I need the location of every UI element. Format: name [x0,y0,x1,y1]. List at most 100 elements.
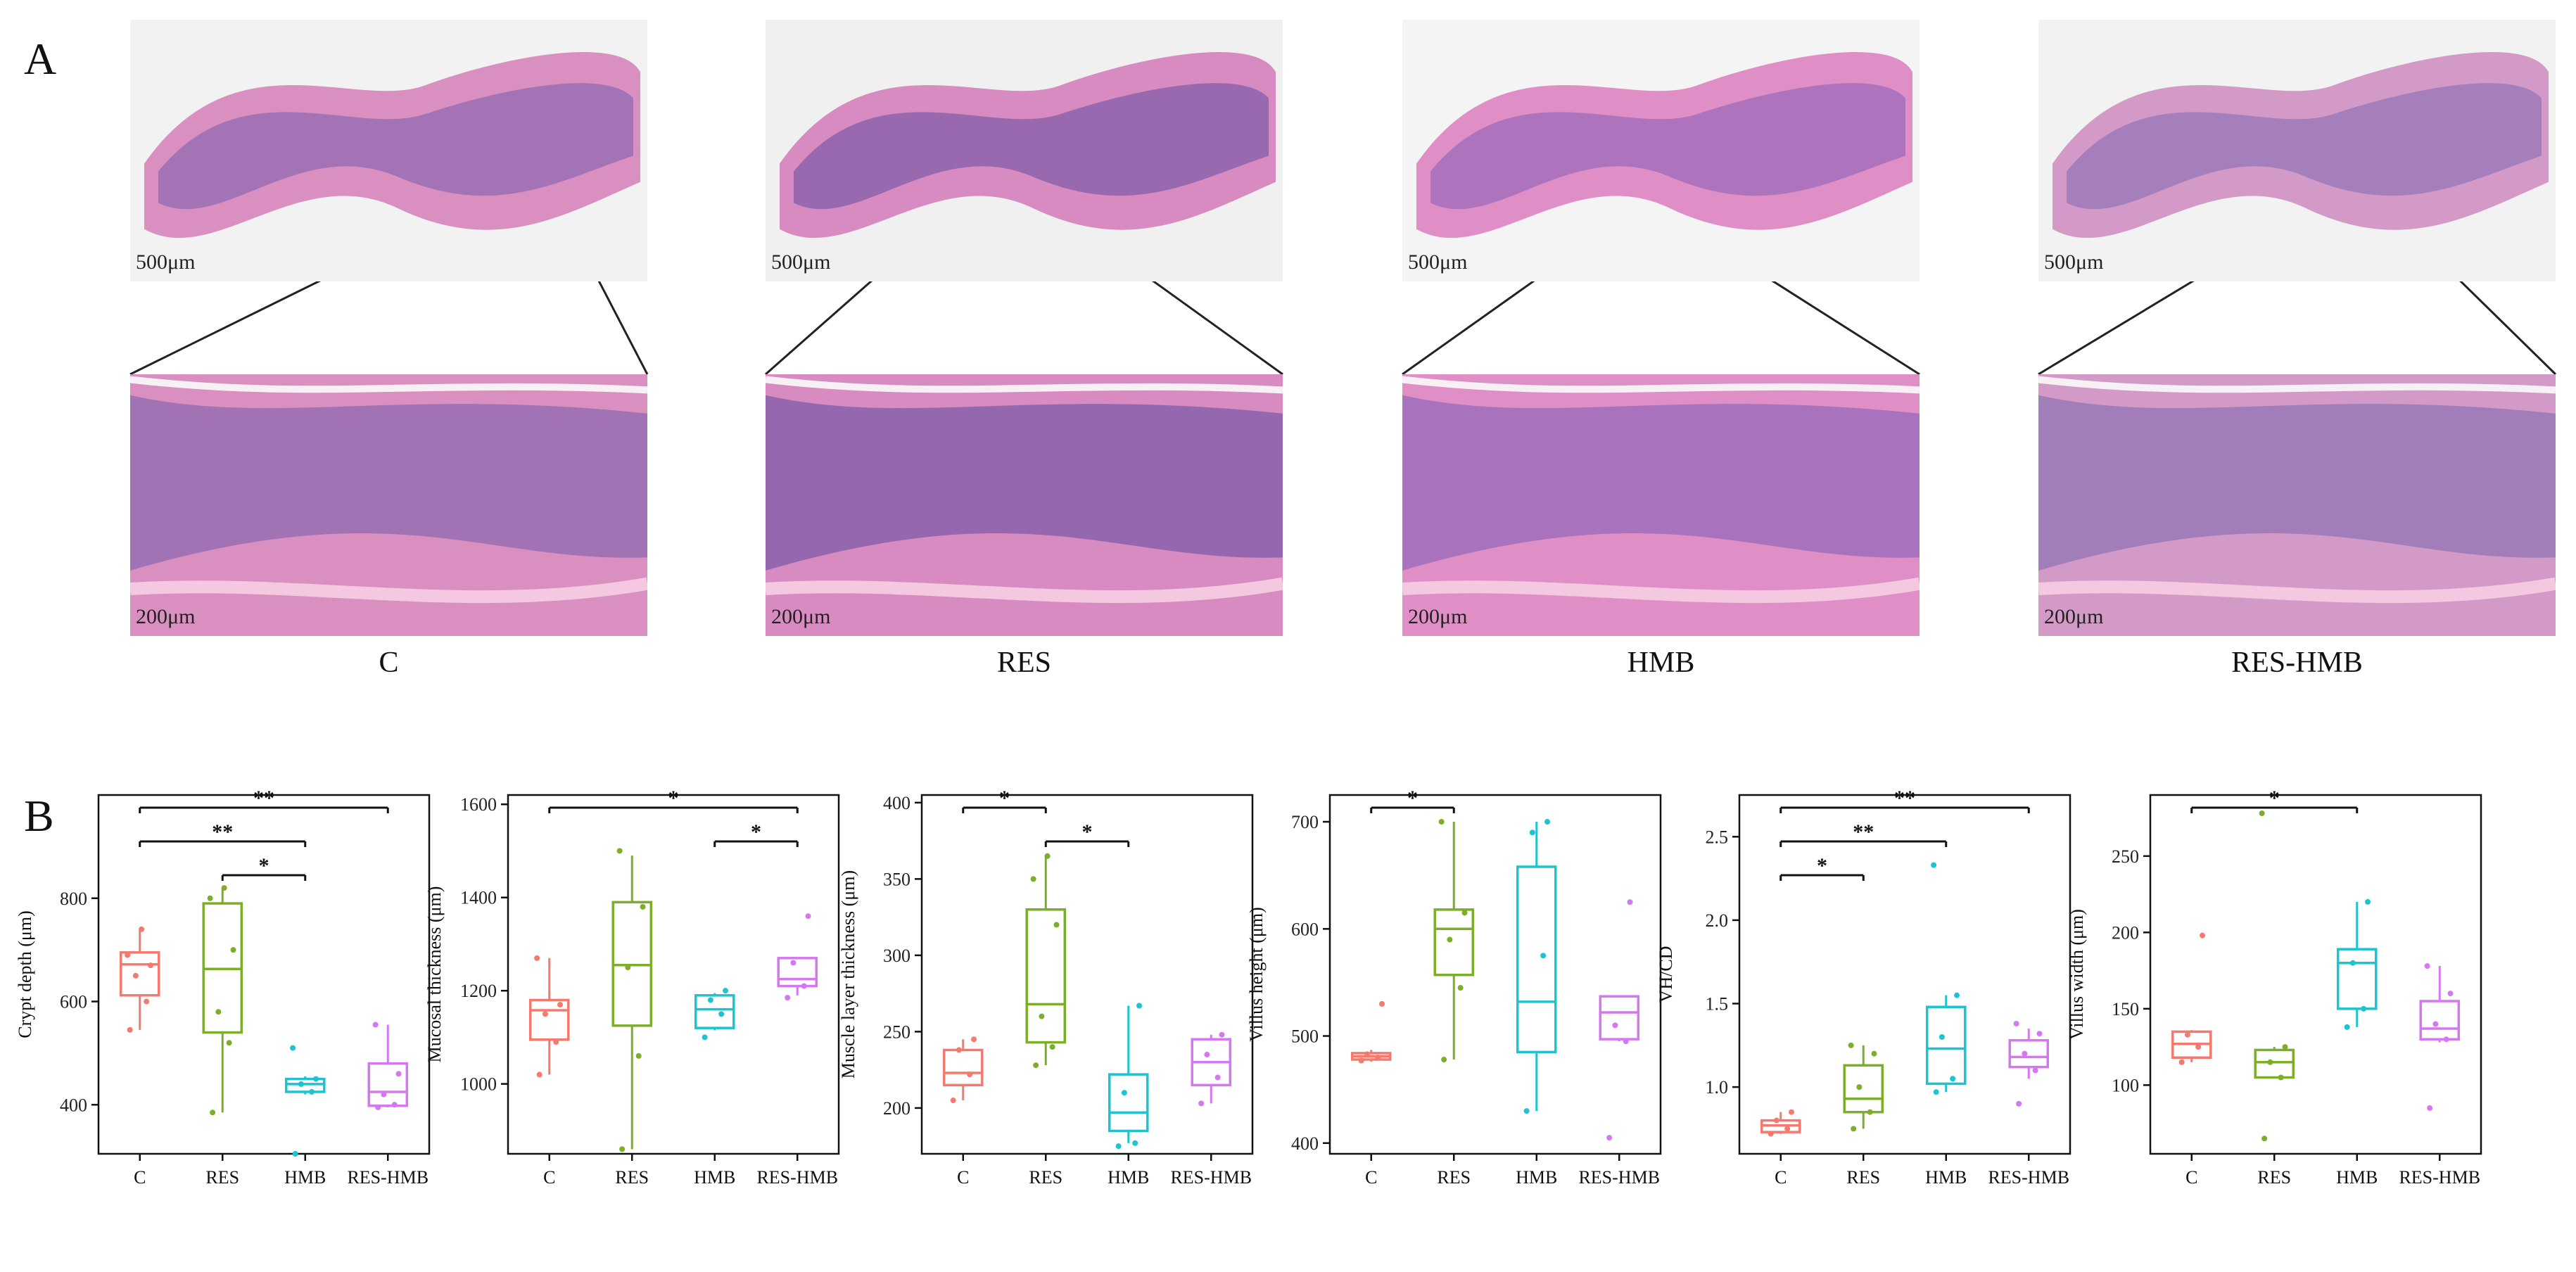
data-point [2200,932,2206,939]
overview-micrograph: 500μm [766,20,1283,281]
data-point [2365,898,2371,905]
box-iqr [777,957,818,988]
data-point [372,1022,379,1028]
data-point [1033,1062,1039,1069]
data-point [1871,1050,1877,1057]
significance-label: * [1817,854,1827,877]
boxplot-panel: 400 500 600 700 Villus height (μm) C RES HMB RES… [1246,787,1662,1188]
significance-label: * [1082,820,1093,844]
box-iqr [284,1077,326,1093]
group-caption: RES [996,647,1052,679]
boxplot-panel: 400 600 800 Crypt depth (μm) C RES HMB RES-HMB *… [15,787,431,1188]
data-point [1204,1051,1210,1057]
y-tick-label: 1.5 [1706,994,1729,1015]
data-point [1364,1051,1370,1057]
data-point [1623,1038,1629,1045]
y-tick-label: 1.0 [1706,1077,1729,1098]
x-tick-label: RES [615,1167,649,1188]
x-tick-label: RES [2257,1167,2291,1188]
x-tick-label: C [2185,1167,2197,1188]
y-tick-label: 400 [1291,1133,1319,1154]
significance-label: ** [253,787,274,810]
data-point [2259,810,2265,817]
x-tick-label: HMB [1925,1167,1967,1188]
box-iqr [528,998,570,1041]
x-tick-label: RES-HMB [347,1167,429,1188]
data-point [1379,1000,1385,1007]
data-point [313,1076,319,1082]
data-point [1121,1090,1127,1096]
data-point [1115,1143,1122,1150]
data-point [534,955,540,961]
significance-label: * [2269,787,2280,810]
y-tick-label: 100 [2112,1075,2139,1095]
zoom-scale-bar-label: 200μm [2044,605,2104,628]
data-point [536,1071,543,1078]
x-tick-label: RES [1437,1167,1471,1188]
data-point [1030,876,1036,882]
box-iqr [367,1062,409,1107]
data-point [967,1071,973,1078]
overview-micrograph: 500μm [1402,20,1920,281]
plot-frame [1328,794,1662,1155]
box-iqr [1516,865,1557,1054]
y-tick-label: 1000 [460,1074,497,1095]
y-tick-label: 250 [883,1022,911,1042]
overview-scale-bar-label: 500μm [2044,250,2104,274]
significance-label: * [751,820,761,844]
tissue-section [780,51,1276,238]
x-tick-label: C [1365,1167,1377,1188]
data-point [1214,1074,1221,1081]
data-point [1375,1054,1381,1060]
data-point [956,1047,962,1053]
data-point [801,983,807,989]
data-point [221,885,227,891]
data-point [1856,1084,1863,1090]
data-point [790,960,797,966]
data-point [1950,1076,1956,1082]
group-caption: C [379,647,399,679]
plot-frame [97,794,431,1155]
zoomed-micrograph: 200μm [130,374,647,636]
x-tick-label: RES-HMB [1988,1167,2069,1188]
data-point [1132,1140,1138,1146]
data-point [292,1151,298,1157]
overview-micrograph: 500μm [2038,20,2556,281]
y-axis-label: Mucosal thickness (μm) [424,886,445,1063]
data-point [1789,1109,1795,1115]
data-point [298,1081,304,1087]
data-point [215,1009,222,1015]
y-tick-label: 350 [883,869,911,889]
data-point [1049,1044,1055,1050]
data-point [2178,1059,2185,1065]
data-point [309,1088,315,1095]
box-iqr [2419,1000,2461,1041]
data-point [2036,1031,2043,1037]
plot-frame [2149,794,2482,1155]
x-tick-label: RES-HMB [1170,1167,1252,1188]
box-iqr [694,994,735,1029]
data-point [2443,1036,2449,1043]
boxplot-panel: 100 150 200 250 Villus width (μm) C RES HMB RES-… [2067,787,2482,1188]
y-tick-label: 250 [2112,846,2139,867]
overview-scale-bar-label: 500μm [771,250,831,274]
box-iqr [2336,948,2378,1010]
panel-b-label: B [24,791,54,841]
data-point [1933,1089,1939,1095]
zoom-scale-bar-label: 200μm [1408,605,1468,628]
box-iqr [119,951,160,997]
data-point [1457,985,1464,991]
data-point [375,1104,381,1110]
zoomed-micrograph: 200μm [766,374,1283,636]
y-tick-label: 400 [60,1095,87,1115]
x-tick-label: HMB [1108,1167,1149,1188]
data-point [2013,1020,2019,1026]
y-tick-label: 200 [2112,922,2139,943]
y-tick-label: 2.5 [1706,827,1729,847]
zoomed-micrograph: 200μm [2038,374,2556,636]
overview-scale-bar-label: 500μm [1408,250,1468,274]
data-point [718,1011,725,1017]
data-point [2267,1059,2273,1065]
box-iqr [1599,995,1640,1041]
x-tick-label: HMB [284,1167,326,1188]
